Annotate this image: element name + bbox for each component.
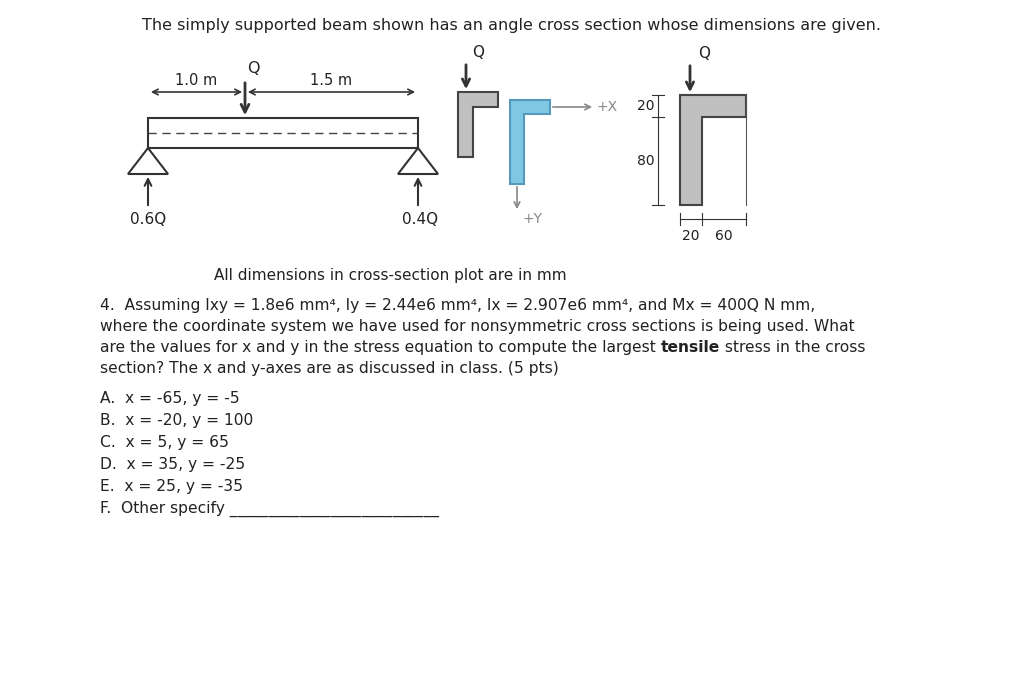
Text: 20: 20 [682, 229, 699, 243]
Text: Q: Q [472, 45, 484, 60]
Text: B.  x = -20, y = 100: B. x = -20, y = 100 [100, 413, 253, 428]
Text: where the coordinate system we have used for nonsymmetric cross sections is bein: where the coordinate system we have used… [100, 319, 855, 334]
Polygon shape [680, 95, 746, 205]
Polygon shape [398, 148, 438, 174]
Text: 60: 60 [715, 229, 733, 243]
Text: C.  x = 5, y = 65: C. x = 5, y = 65 [100, 435, 229, 450]
Text: 80: 80 [637, 154, 655, 168]
Text: 1.0 m: 1.0 m [175, 73, 218, 88]
Text: tensile: tensile [660, 340, 720, 355]
Polygon shape [128, 148, 168, 174]
Text: E.  x = 25, y = -35: E. x = 25, y = -35 [100, 479, 243, 494]
Polygon shape [458, 92, 498, 157]
Text: 1.5 m: 1.5 m [310, 73, 352, 88]
Text: The simply supported beam shown has an angle cross section whose dimensions are : The simply supported beam shown has an a… [142, 18, 882, 33]
Text: All dimensions in cross-section plot are in mm: All dimensions in cross-section plot are… [214, 268, 566, 283]
Text: section? The x and y-axes are as discussed in class. (5 pts): section? The x and y-axes are as discuss… [100, 361, 559, 376]
Polygon shape [510, 100, 550, 184]
Text: 20: 20 [638, 99, 655, 113]
Text: 0.4Q: 0.4Q [402, 212, 438, 227]
Bar [148, 118, 418, 148]
Text: D.  x = 35, y = -25: D. x = 35, y = -25 [100, 457, 246, 472]
Text: 0.6Q: 0.6Q [130, 212, 166, 227]
Text: are the values for x and y in the stress equation to compute the largest: are the values for x and y in the stress… [100, 340, 660, 355]
Text: Q: Q [698, 46, 710, 61]
Text: 4.  Assuming Ixy = 1.8e6 mm⁴, Iy = 2.44e6 mm⁴, Ix = 2.907e6 mm⁴, and Mx = 400Q N: 4. Assuming Ixy = 1.8e6 mm⁴, Iy = 2.44e6… [100, 298, 815, 313]
Text: stress in the cross: stress in the cross [720, 340, 865, 355]
Text: +Y: +Y [522, 212, 542, 226]
Text: Q: Q [247, 61, 259, 76]
Text: F.  Other specify ___________________________: F. Other specify _______________________… [100, 501, 439, 517]
Text: A.  x = -65, y = -5: A. x = -65, y = -5 [100, 391, 240, 406]
Text: +X: +X [597, 100, 618, 114]
